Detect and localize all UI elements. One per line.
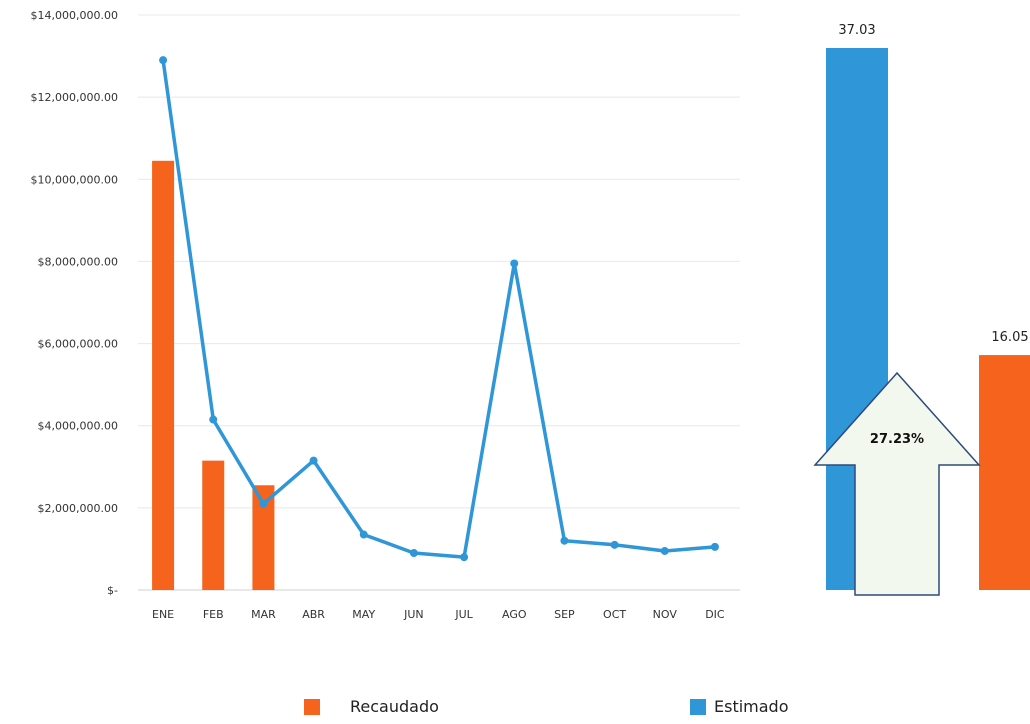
x-tick-label: FEB xyxy=(203,608,224,621)
point-estimado xyxy=(259,499,268,508)
bar-recaudado-total xyxy=(979,355,1030,590)
legend-label-recaudado: Recaudado xyxy=(350,697,439,716)
point-estimado xyxy=(560,536,569,545)
x-tick-label: JUL xyxy=(454,608,473,621)
x-tick-label: JUN xyxy=(403,608,424,621)
legend-recaudado: Recaudado xyxy=(304,697,439,716)
legend-swatch-estimado xyxy=(690,698,706,715)
x-tick-label: MAY xyxy=(352,608,375,621)
growth-percent-label: 27.23% xyxy=(870,432,924,447)
x-tick-label: SEP xyxy=(554,608,575,621)
legend-swatch-recaudado xyxy=(304,698,320,715)
y-tick-label: $12,000,000.00 xyxy=(31,91,118,104)
point-estimado xyxy=(610,540,619,549)
y-tick-label: $- xyxy=(107,584,118,597)
x-tick-label: OCT xyxy=(603,608,626,621)
point-estimado xyxy=(510,259,519,268)
point-estimado xyxy=(309,456,318,465)
up-arrow-icon xyxy=(813,371,981,596)
point-estimado xyxy=(209,415,218,424)
point-estimado xyxy=(159,56,168,65)
point-estimado xyxy=(710,542,719,551)
x-tick-label: MAR xyxy=(251,608,276,621)
bar-recaudado xyxy=(252,485,275,590)
point-estimado xyxy=(660,546,669,555)
legend-estimado: Estimado xyxy=(690,697,789,716)
point-estimado xyxy=(409,549,418,558)
x-tick-label: AGO xyxy=(502,608,527,621)
x-tick-label: NOV xyxy=(653,608,678,621)
y-tick-label: $6,000,000.00 xyxy=(38,338,118,351)
y-tick-label: $10,000,000.00 xyxy=(31,173,118,186)
x-tick-label: DIC xyxy=(705,608,725,621)
legend-label-estimado: Estimado xyxy=(714,697,789,716)
data-label: 16.05 xyxy=(991,330,1028,345)
y-tick-label: $8,000,000.00 xyxy=(38,255,118,268)
x-tick-label: ENE xyxy=(152,608,174,621)
bar-recaudado xyxy=(202,460,225,590)
data-label: 37.03 xyxy=(838,23,875,38)
point-estimado xyxy=(460,553,469,562)
y-tick-label: $14,000,000.00 xyxy=(31,9,118,22)
line-estimado xyxy=(161,58,717,559)
y-tick-label: $4,000,000.00 xyxy=(38,420,118,433)
x-tick-label: ABR xyxy=(302,608,325,621)
point-estimado xyxy=(359,530,368,539)
bar-recaudado xyxy=(152,160,175,590)
y-tick-label: $2,000,000.00 xyxy=(38,502,118,515)
